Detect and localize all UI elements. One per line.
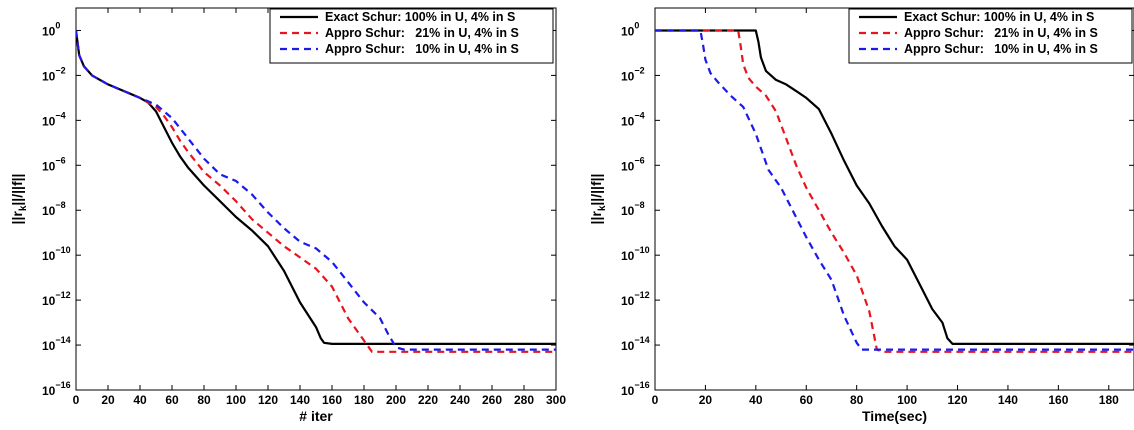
y-tick-label: 10−16: [42, 380, 71, 398]
legend-entry-2: Appro Schur: 10% in U, 4% in S: [904, 42, 1098, 56]
y-tick-label: 100: [42, 20, 60, 38]
x-tick-label: 100: [226, 393, 246, 407]
x-tick-label: 120: [258, 393, 278, 407]
x-tick-label: 0: [73, 393, 80, 407]
x-tick-label: 80: [197, 393, 211, 407]
legend-entry-1: Appro Schur: 21% in U, 4% in S: [904, 26, 1098, 40]
x-tick-label: 160: [322, 393, 342, 407]
y-tick-label: 10−4: [621, 110, 645, 128]
x-tick-label: 240: [450, 393, 470, 407]
series-line-0: [655, 29, 1134, 345]
x-tick-label: 300: [546, 393, 566, 407]
y-tick-label: 10−8: [621, 200, 645, 218]
x-tick-label: 60: [165, 393, 179, 407]
x-tick-label: 80: [850, 393, 864, 407]
x-tick-label: 40: [749, 393, 763, 407]
x-axis-label: # iter: [299, 408, 333, 424]
y-tick-label: 10−4: [42, 110, 66, 128]
y-tick-label: 10−2: [42, 65, 66, 83]
y-tick-label: 100: [621, 20, 639, 38]
series-line-2: [76, 30, 556, 351]
plot-area: [75, 7, 557, 391]
legend: Exact Schur: 100% in U, 4% in S Appro Sch…: [848, 8, 1133, 64]
x-tick-label: 120: [948, 393, 968, 407]
x-tick-label: 140: [998, 393, 1018, 407]
y-axis-label: ||rk||/||f||: [9, 174, 29, 225]
y-tick-label: 10−12: [42, 290, 71, 308]
y-tick-label: 10−6: [621, 155, 645, 173]
y-tick-label: 10−14: [621, 335, 650, 353]
x-tick-label: 160: [1048, 393, 1068, 407]
y-tick-label: 10−12: [621, 290, 650, 308]
legend-entry-0: Exact Schur: 100% in U, 4% in S: [904, 10, 1094, 24]
y-tick-label: 10−10: [621, 245, 650, 263]
legend: Exact Schur: 100% in U, 4% in S Appro Sch…: [269, 8, 554, 64]
y-axis-label: ||rk||/||f||: [588, 174, 608, 225]
y-tick-label: 10−16: [621, 380, 650, 398]
legend-box: [848, 8, 1133, 64]
legend-entry-1: Appro Schur: 21% in U, 4% in S: [325, 26, 519, 40]
y-tick-label: 10−14: [42, 335, 71, 353]
series-line-2: [655, 29, 1134, 351]
x-tick-label: 220: [418, 393, 438, 407]
x-axis-label: Time(sec): [862, 408, 927, 424]
x-tick-label: 60: [800, 393, 814, 407]
right-plot-panel: 0 20 40 60 80 100 120 140 160 180 100 10−2 10−4 10−6 1…: [588, 7, 1134, 424]
x-tick-label: 0: [652, 393, 659, 407]
x-tick-label: 200: [386, 393, 406, 407]
y-tick-label: 10−2: [621, 65, 645, 83]
y-tick-label: 10−10: [42, 245, 71, 263]
legend-entry-2: Appro Schur: 10% in U, 4% in S: [325, 42, 519, 56]
y-tick-label: 10−6: [42, 155, 66, 173]
x-tick-label: 100: [897, 393, 917, 407]
x-tick-label: 180: [354, 393, 374, 407]
series-line-1: [655, 29, 1134, 353]
x-tick-label: 260: [482, 393, 502, 407]
legend-entry-0: Exact Schur: 100% in U, 4% in S: [325, 10, 515, 24]
left-plot-panel: 0 20 40 60 80 100 120 140 160 180 200 220 240 260 280 3…: [9, 7, 566, 424]
x-tick-label: 40: [133, 393, 147, 407]
x-tick-label: 140: [290, 393, 310, 407]
plot-area: [654, 7, 1134, 391]
x-tick-label: 20: [101, 393, 115, 407]
x-tick-label: 20: [699, 393, 713, 407]
x-tick-label: 280: [514, 393, 534, 407]
y-tick-label: 10−8: [42, 200, 66, 218]
x-tick-label: 180: [1099, 393, 1119, 407]
